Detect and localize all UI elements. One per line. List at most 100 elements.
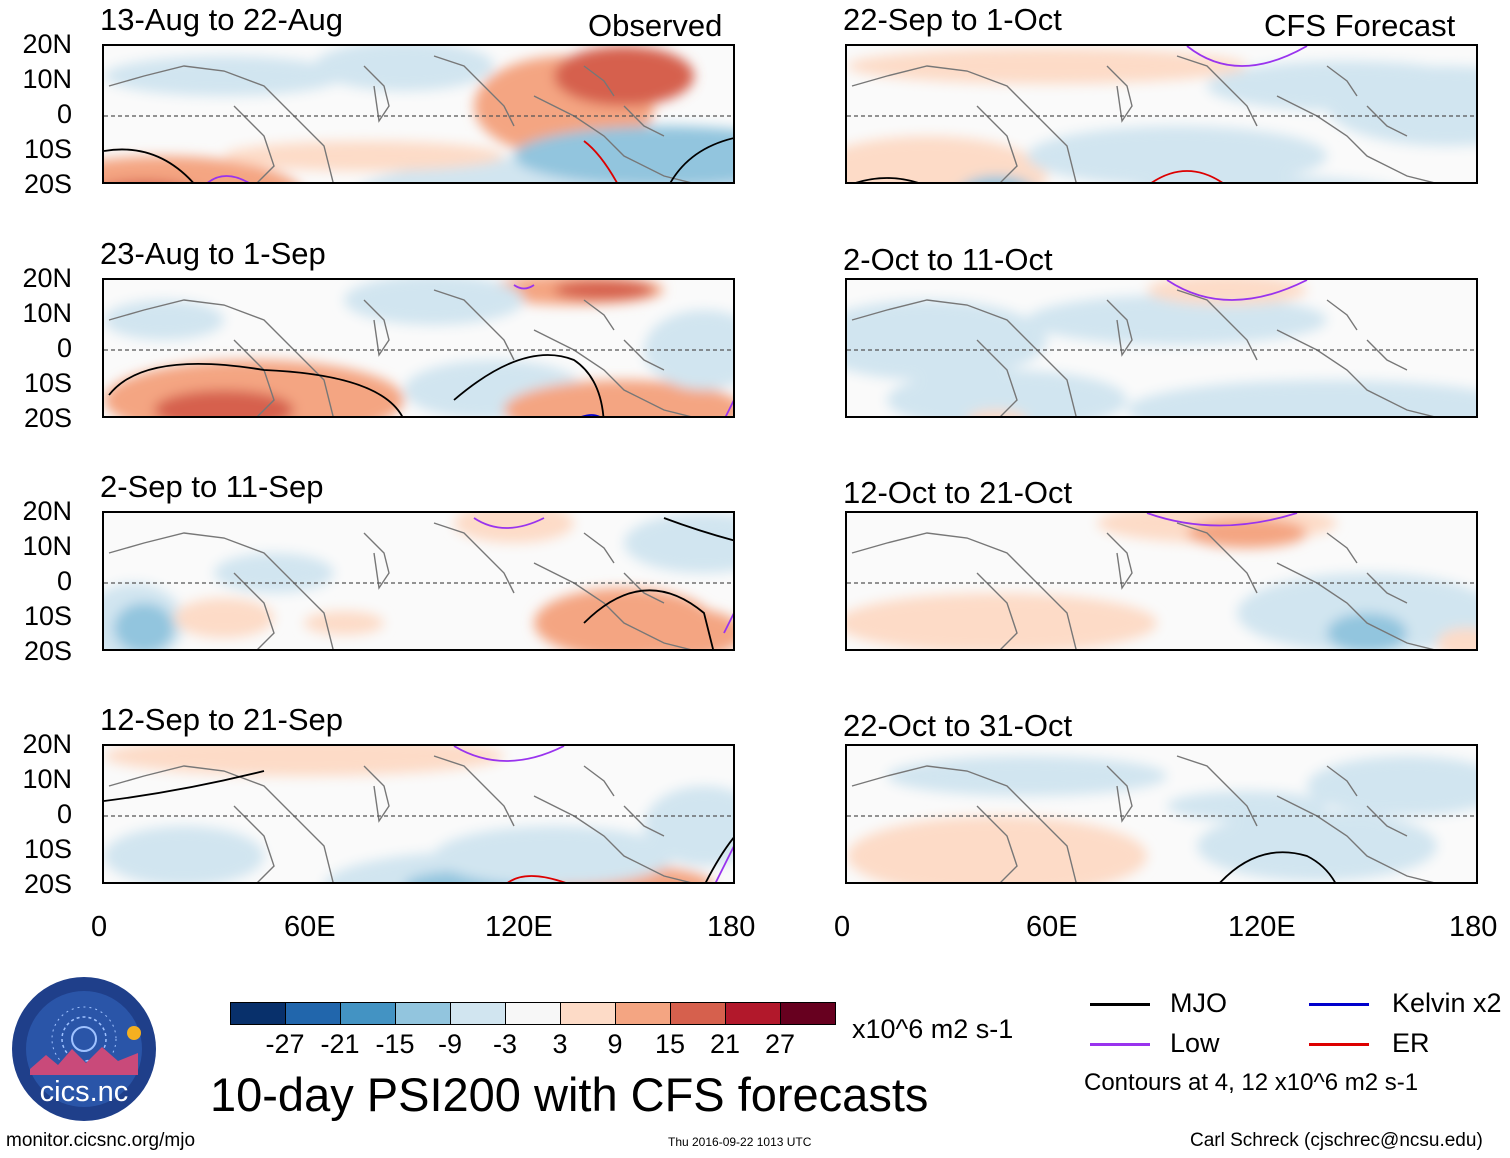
- colorbar-cell-2: [340, 1002, 396, 1025]
- map-svg-8: [847, 755, 1476, 882]
- lat-label-1-3: 10S: [23, 134, 72, 164]
- legend-er-line: [1309, 1043, 1369, 1046]
- coastline-5-2: [1106, 65, 1133, 123]
- colorbar-tick-1: -21: [320, 1029, 360, 1059]
- contour-er-1-3: [583, 140, 618, 182]
- anomaly-blob-6-2: [1147, 280, 1307, 305]
- coastline-6-5: [1326, 299, 1358, 331]
- contour-mjo-1-1: [669, 137, 733, 182]
- lon-label-60e-left: 60E: [284, 911, 336, 943]
- anomaly-blob-5-1: [1027, 126, 1327, 182]
- contour-low-6-0: [1166, 280, 1308, 301]
- coastline-7-3: [1176, 522, 1258, 594]
- colorbar-tick-0: -27: [265, 1029, 305, 1059]
- coastline-2-2: [363, 299, 390, 357]
- cics-logo: cics.nc: [10, 975, 158, 1123]
- contour-mjo-4-3: [705, 837, 733, 882]
- coastline-7-2: [1106, 532, 1133, 590]
- colorbar-cell-10: [780, 1002, 836, 1025]
- coastline-2-0: [108, 299, 334, 416]
- panel-title-7: 12-Oct to 21-Oct: [843, 475, 1073, 510]
- coastline-8-6: [1366, 805, 1408, 837]
- panel-title-1: 13-Aug to 22-Aug: [100, 2, 344, 37]
- coastline-6-0: [851, 299, 1077, 416]
- coastline-5-3: [1176, 55, 1258, 127]
- lat-label-3-0: 20N: [22, 496, 72, 526]
- map-svg-5: [847, 46, 1478, 184]
- lat-label-3-2: 0: [56, 566, 72, 596]
- anomaly-blob-5-0: [847, 136, 1047, 182]
- contour-low-7-0: [1146, 513, 1298, 527]
- anomaly-blob-1-8: [314, 46, 494, 91]
- logo-text: cics.nc: [40, 1076, 129, 1108]
- anomaly-blob-1-3: [554, 46, 694, 106]
- coastline-4-4: [533, 795, 691, 882]
- lat-label-1-2: 0: [56, 99, 72, 129]
- coastline-7-6: [1366, 572, 1408, 604]
- legend-kelvin-line: [1309, 1003, 1369, 1006]
- anomaly-blob-1-7: [104, 56, 344, 96]
- lat-label-2-3: 10S: [23, 368, 72, 398]
- coastline-8-2: [1106, 765, 1133, 823]
- map-panel-1: [102, 44, 735, 184]
- coastline-8-3: [1176, 755, 1258, 827]
- lon-label-60e-right: 60E: [1026, 911, 1078, 943]
- colorbar-tick-2: -15: [375, 1029, 415, 1059]
- coastline-6-1: [976, 339, 1018, 416]
- anomaly-blob-4-6: [434, 826, 674, 882]
- map-svg-6: [847, 280, 1476, 416]
- anomaly-blob-2-3: [554, 280, 654, 300]
- lat-label-2-4: 20S: [23, 403, 72, 433]
- footer-credit: Carl Schreck (cjschrec@ncsu.edu): [1190, 1130, 1483, 1151]
- legend-low-line: [1090, 1043, 1150, 1046]
- coastline-4-3: [433, 755, 515, 827]
- lat-label-4-0: 20N: [22, 729, 72, 759]
- anomaly-blob-2-4: [344, 280, 524, 325]
- contour-low-5-1: [1186, 46, 1308, 67]
- coastline-1-1: [233, 105, 275, 182]
- coastline-1-6: [623, 105, 665, 137]
- anomaly-blob-4-5: [104, 826, 264, 882]
- anomaly-blob-6-5: [969, 410, 1025, 416]
- contour-low-3-2: [473, 517, 545, 529]
- lat-label-4-2: 0: [56, 799, 72, 829]
- lat-label-4-4: 20S: [23, 869, 72, 899]
- coastline-4-1: [233, 805, 275, 882]
- coastline-7-1: [976, 572, 1018, 649]
- panel-tag-forecast: CFS Forecast: [1264, 8, 1456, 43]
- lat-label-1-0: 20N: [22, 29, 72, 59]
- colorbar-tick-4: -3: [492, 1029, 517, 1059]
- coastline-1-3: [433, 55, 515, 127]
- lat-label-1-1: 10N: [22, 64, 72, 94]
- anomaly-blob-8-3: [887, 756, 1167, 796]
- coastline-5-1: [976, 105, 1018, 182]
- coastline-7-4: [1276, 562, 1434, 649]
- map-svg-1: [104, 46, 733, 182]
- coastline-4-6: [623, 805, 665, 837]
- anomaly-blob-8-2: [1307, 756, 1476, 816]
- contour-low-4-4: [714, 845, 733, 882]
- panel-title-6: 2-Oct to 11-Oct: [843, 242, 1053, 277]
- colorbar-cell-1: [285, 1002, 341, 1025]
- lat-label-2-1: 10N: [22, 298, 72, 328]
- map-panel-6: [845, 278, 1478, 418]
- lat-label-3-1: 10N: [22, 531, 72, 561]
- lat-label-2-0: 20N: [22, 263, 72, 293]
- contour-low-1-2: [207, 175, 250, 182]
- coastline-6-6: [1366, 339, 1408, 371]
- anomaly-blob-3-7: [214, 553, 334, 593]
- contour-low-2-2: [513, 284, 535, 290]
- colorbar-tick-7: 15: [654, 1029, 686, 1059]
- lat-label-3-4: 20S: [23, 636, 72, 666]
- anomaly-blob-3-1: [114, 603, 174, 649]
- coastline-5-6: [1366, 105, 1408, 137]
- coastline-1-4: [533, 95, 691, 182]
- contour-er-5-2: [1151, 170, 1223, 182]
- coastline-1-2: [363, 65, 390, 123]
- contour-low-5-3: [1477, 156, 1478, 184]
- lat-label-4-3: 10S: [23, 834, 72, 864]
- contour-low-7-1: [1477, 633, 1478, 651]
- coastline-2-5: [583, 299, 615, 331]
- anomaly-blob-2-1: [154, 390, 294, 416]
- footer-url[interactable]: monitor.cicsnc.org/mjo: [6, 1130, 196, 1151]
